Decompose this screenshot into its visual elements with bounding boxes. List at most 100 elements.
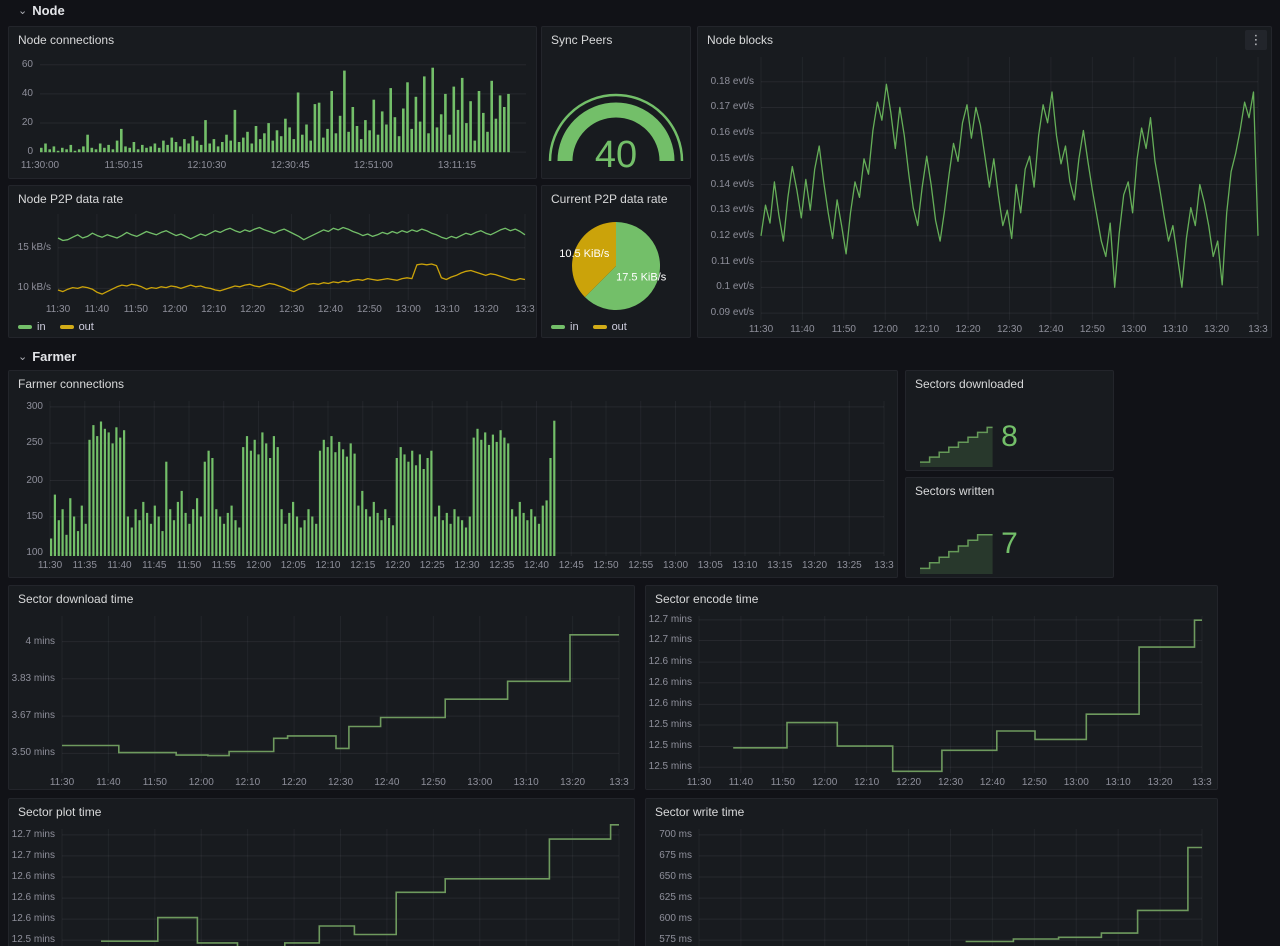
legend-item[interactable]: in xyxy=(551,321,579,333)
panel-title[interactable]: Sector plot time xyxy=(18,805,102,819)
chevron-down-icon: ⌄ xyxy=(18,4,28,17)
x-axis-label: 12:20 xyxy=(896,777,922,788)
pie-slice-label: 10.5 KiB/s xyxy=(559,248,610,260)
x-axis-label: 12:10 xyxy=(914,324,940,335)
row-header-node[interactable]: ⌄ Node xyxy=(18,3,65,18)
y-axis-label: 700 ms xyxy=(659,828,692,840)
panel-title[interactable]: Sector write time xyxy=(655,805,745,819)
node-connections-chart[interactable] xyxy=(40,55,526,156)
sector-write-chart[interactable] xyxy=(698,829,1203,946)
x-axis-label: 12:20 xyxy=(385,560,411,571)
panel-title[interactable]: Node P2P data rate xyxy=(18,192,124,206)
x-axis-label: 12:10 xyxy=(315,560,341,571)
x-axis-label: 11:50 xyxy=(142,777,167,788)
chart-svg xyxy=(61,616,620,773)
panel-title[interactable]: Sector encode time xyxy=(655,592,759,606)
y-axis-label: 100 xyxy=(26,547,43,559)
chart-area: in out 11:30 11:40 11:50 12:00 12:10 12:20 12:3… xyxy=(10,212,535,336)
panel-header: Node connections xyxy=(9,27,536,53)
panel-sectors-downloaded: Sectors downloaded 8 xyxy=(905,370,1114,471)
x-axis-label: 11:55 xyxy=(211,560,236,571)
x-axis-label: 12:10 xyxy=(854,777,880,788)
x-axis-label: 13:3 xyxy=(515,304,535,315)
legend-label: out xyxy=(611,321,627,333)
x-axis-label: 12:05 xyxy=(280,560,306,571)
sectors-written-sparkline[interactable] xyxy=(917,528,1037,574)
pie-slice-out[interactable] xyxy=(572,222,616,298)
x-axis-label: 12:30 xyxy=(454,560,480,571)
x-axis-label: 13:10 xyxy=(1162,324,1188,335)
y-axis-label: 200 xyxy=(26,474,43,486)
panel-title[interactable]: Sectors written xyxy=(915,484,995,498)
sector-download-chart[interactable] xyxy=(61,616,620,773)
current-p2p-pie-chart[interactable]: 17.5 KiB/s 10.5 KiB/s xyxy=(547,214,685,314)
y-axis-label: 675 ms xyxy=(659,849,692,861)
chart-area: 12.7 mins 12.7 mins 12.6 mins 12.6 mins 12.6… xyxy=(10,824,633,946)
panel-sectors-written: Sectors written 7 xyxy=(905,477,1114,578)
panel-header: Node blocks xyxy=(698,27,1271,53)
y-axis-label: 4 mins xyxy=(25,635,55,647)
legend-item[interactable]: in xyxy=(18,321,46,333)
node-p2p-chart[interactable] xyxy=(57,214,526,300)
chart-svg xyxy=(57,214,526,300)
chart-svg: 17.5 KiB/s 10.5 KiB/s xyxy=(559,222,667,310)
panel-title[interactable]: Sectors downloaded xyxy=(915,377,1024,391)
y-axis-label: 12.6 mins xyxy=(11,892,55,904)
panel-sector-write-time: Sector write time 700 ms 675 ms 650 ms 625 … xyxy=(645,798,1218,946)
x-axis-label: 11:50 xyxy=(123,304,148,315)
x-axis-label: 12:00 xyxy=(872,324,898,335)
x-axis-label: 11:40 xyxy=(728,777,754,788)
panel-title[interactable]: Current P2P data rate xyxy=(551,192,668,206)
farmer-connections-chart[interactable] xyxy=(49,401,885,557)
panel-header: Sector download time xyxy=(9,586,634,612)
y-axis-label: 0.13 evt/s xyxy=(710,204,754,216)
panel-title[interactable]: Farmer connections xyxy=(18,377,125,391)
y-axis-label: 12.5 mins xyxy=(648,718,692,730)
x-axis-label: 13:00 xyxy=(1063,777,1089,788)
y-axis-label: 0.14 evt/s xyxy=(710,178,754,190)
row-header-farmer[interactable]: ⌄ Farmer xyxy=(18,349,76,364)
pie-slice-in[interactable] xyxy=(584,222,661,310)
chart-area: 7 xyxy=(907,504,1112,576)
chart-svg xyxy=(698,829,1203,946)
panel-title[interactable]: Sector download time xyxy=(18,592,134,606)
x-axis-label: 11:30 xyxy=(686,777,712,788)
panel-sector-download-time: Sector download time 11:30 11:40 11:50 12:0… xyxy=(8,585,635,790)
x-axis-label: 11:30 xyxy=(49,777,75,788)
chart-svg xyxy=(40,64,526,153)
y-axis-label: 12.5 mins xyxy=(648,761,692,773)
x-axis-label: 11:50 xyxy=(770,777,795,788)
x-axis-label: 13:10 xyxy=(732,560,758,571)
panel-menu-kebab-icon[interactable]: ⋮ xyxy=(1245,30,1267,50)
node-blocks-chart[interactable] xyxy=(760,57,1259,320)
chart-area: 11:30:00 11:50:15 12:10:30 12:30:45 12:51:00… xyxy=(10,53,535,177)
y-axis-label: 20 xyxy=(21,116,33,128)
panel-title[interactable]: Node connections xyxy=(18,33,115,47)
panel-header: Farmer connections xyxy=(9,371,897,397)
x-axis-label: 11:40 xyxy=(84,304,110,315)
panel-title[interactable]: Node blocks xyxy=(707,33,774,47)
legend-item[interactable]: out xyxy=(59,321,94,333)
x-axis-label: 11:30 xyxy=(37,560,63,571)
panel-header: Sector plot time xyxy=(9,799,634,825)
x-axis-label: 11:40 xyxy=(107,560,132,571)
panel-node-p2p-data-rate: Node P2P data rate in out 11:30 11:40 11:50… xyxy=(8,185,537,338)
y-axis-label: 0.18 evt/s xyxy=(710,75,754,87)
legend-swatch-icon xyxy=(551,325,565,329)
chart-area: 17.5 KiB/s 10.5 KiB/s in out xyxy=(543,212,689,336)
x-axis-label: 12:40 xyxy=(523,560,549,571)
sector-encode-chart[interactable] xyxy=(698,616,1203,773)
y-axis-label: 0.12 evt/s xyxy=(710,229,754,241)
sync-peers-gauge[interactable] xyxy=(547,55,685,171)
panel-title[interactable]: Sync Peers xyxy=(551,33,613,47)
panel-sync-peers: Sync Peers 40 xyxy=(541,26,691,179)
legend-item[interactable]: out xyxy=(592,321,627,333)
sectors-downloaded-sparkline[interactable] xyxy=(917,421,1037,467)
y-axis-label: 250 xyxy=(26,437,43,449)
x-axis-label: 12:10:30 xyxy=(187,160,227,171)
sector-plot-chart[interactable] xyxy=(61,824,620,946)
x-axis-label: 12:30 xyxy=(996,324,1023,335)
x-axis-label: 13:00 xyxy=(395,304,421,315)
y-axis-label: 12.6 mins xyxy=(11,913,55,925)
